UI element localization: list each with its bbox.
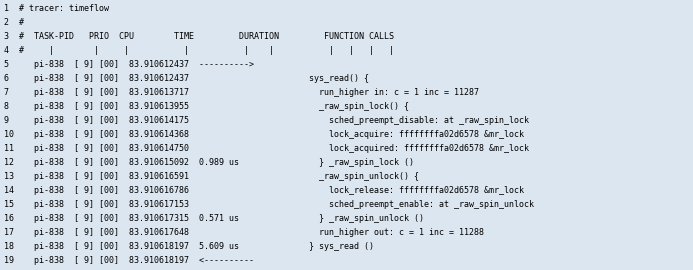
Text: 1  # tracer: timeflow: 1 # tracer: timeflow [4, 4, 109, 13]
Text: 2  #: 2 # [4, 18, 24, 27]
Text: 17    pi-838  [ 9] [00]  83.910617648                          run_higher out: c: 17 pi-838 [ 9] [00] 83.910617648 run_hig… [4, 228, 484, 237]
Text: 16    pi-838  [ 9] [00]  83.910617315  0.571 us                } _raw_spin_unloc: 16 pi-838 [ 9] [00] 83.910617315 0.571 u… [4, 214, 424, 223]
Text: 14    pi-838  [ 9] [00]  83.910616786                            lock_release: f: 14 pi-838 [ 9] [00] 83.910616786 lock_re… [4, 186, 524, 195]
Text: 10    pi-838  [ 9] [00]  83.910614368                            lock_acquire: f: 10 pi-838 [ 9] [00] 83.910614368 lock_ac… [4, 130, 524, 139]
Text: 15    pi-838  [ 9] [00]  83.910617153                            sched_preempt_e: 15 pi-838 [ 9] [00] 83.910617153 sched_p… [4, 200, 534, 209]
Text: 6     pi-838  [ 9] [00]  83.910612437                        sys_read() {: 6 pi-838 [ 9] [00] 83.910612437 sys_read… [4, 74, 369, 83]
Text: 12    pi-838  [ 9] [00]  83.910615092  0.989 us                } _raw_spin_lock : 12 pi-838 [ 9] [00] 83.910615092 0.989 u… [4, 158, 414, 167]
Text: 5     pi-838  [ 9] [00]  83.910612437  ---------->: 5 pi-838 [ 9] [00] 83.910612437 --------… [4, 60, 254, 69]
Text: 3  #  TASK-PID   PRIO  CPU        TIME         DURATION         FUNCTION CALLS: 3 # TASK-PID PRIO CPU TIME DURATION FUNC… [4, 32, 394, 41]
Text: 11    pi-838  [ 9] [00]  83.910614750                            lock_acquired: : 11 pi-838 [ 9] [00] 83.910614750 lock_ac… [4, 144, 529, 153]
Text: 9     pi-838  [ 9] [00]  83.910614175                            sched_preempt_d: 9 pi-838 [ 9] [00] 83.910614175 sched_pr… [4, 116, 529, 125]
Text: 7     pi-838  [ 9] [00]  83.910613717                          run_higher in: c : 7 pi-838 [ 9] [00] 83.910613717 run_high… [4, 88, 479, 97]
Text: 19    pi-838  [ 9] [00]  83.910618197  <----------: 19 pi-838 [ 9] [00] 83.910618197 <------… [4, 256, 254, 265]
Text: 13    pi-838  [ 9] [00]  83.910616591                          _raw_spin_unlock(: 13 pi-838 [ 9] [00] 83.910616591 _raw_sp… [4, 172, 419, 181]
Text: 8     pi-838  [ 9] [00]  83.910613955                          _raw_spin_lock() : 8 pi-838 [ 9] [00] 83.910613955 _raw_spi… [4, 102, 409, 111]
Text: 4  #     |        |     |           |           |    |           |   |   |   |: 4 # | | | | | | | | | | [4, 46, 394, 55]
Text: 18    pi-838  [ 9] [00]  83.910618197  5.609 us              } sys_read (): 18 pi-838 [ 9] [00] 83.910618197 5.609 u… [4, 242, 374, 251]
